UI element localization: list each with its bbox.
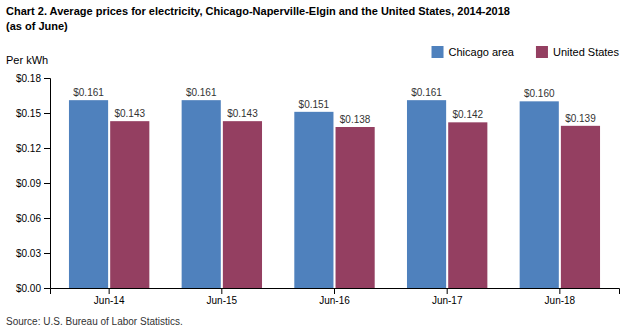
tick-mark <box>44 78 50 79</box>
legend-label: United States <box>553 46 620 58</box>
tick-mark <box>44 113 50 114</box>
tick-mark <box>559 288 560 294</box>
x-axis: Jun-14 Jun-15 Jun-16 Jun-17 Jun-18 <box>51 288 620 306</box>
tick-label: $0.00 <box>16 283 41 294</box>
data-label: $0.161 <box>186 87 217 98</box>
y-tick: $0.12 <box>16 143 50 154</box>
y-tick: $0.00 <box>16 283 50 294</box>
tick-label: Jun-16 <box>319 295 350 306</box>
data-label: $0.139 <box>565 113 596 124</box>
tick-label: Jun-14 <box>94 295 125 306</box>
bar <box>561 126 600 288</box>
tick-label: Jun-18 <box>545 295 576 306</box>
data-label: $0.143 <box>114 108 145 119</box>
tick-mark <box>334 288 335 294</box>
legend-label: Chicago area <box>449 46 515 58</box>
tick-mark <box>221 288 222 294</box>
tick-label: Jun-15 <box>207 295 238 306</box>
tick-label: $0.12 <box>16 143 41 154</box>
legend-item: United States <box>536 46 620 58</box>
tick-label: $0.06 <box>16 213 41 224</box>
legend-swatch <box>536 46 548 58</box>
bar <box>69 100 108 288</box>
data-labels: $0.161 $0.161 $0.151 $0.161 $0.160 $0.143 $0.1… <box>73 87 596 125</box>
subtitle: (as of June) <box>6 20 68 32</box>
bar <box>294 112 333 288</box>
tick-label: $0.03 <box>16 248 41 259</box>
tick-mark <box>44 148 50 149</box>
y-tick: $0.15 <box>16 108 50 119</box>
y-tick: $0.06 <box>16 213 50 224</box>
tick-label: Jun-17 <box>432 295 463 306</box>
tick-mark <box>44 218 50 219</box>
bar <box>448 122 487 288</box>
data-label: $0.151 <box>299 99 330 110</box>
x-tick: Jun-17 <box>432 288 463 306</box>
tick-label: $0.18 <box>16 73 41 84</box>
bar <box>336 127 375 288</box>
chart: Chart 2. Average prices for electricity,… <box>0 0 633 330</box>
y-tick: $0.18 <box>16 73 50 84</box>
bar <box>520 101 559 288</box>
tick-label: $0.15 <box>16 108 41 119</box>
tick-mark <box>109 288 110 294</box>
data-label: $0.160 <box>524 88 555 99</box>
x-tick: Jun-18 <box>545 288 576 306</box>
y-tick: $0.03 <box>16 248 50 259</box>
legend-swatch <box>432 46 444 58</box>
bar <box>223 121 262 288</box>
tick-mark <box>447 288 448 294</box>
data-label: $0.143 <box>227 108 258 119</box>
bars <box>69 100 600 288</box>
tick-label: $0.09 <box>16 178 41 189</box>
x-tick: Jun-16 <box>319 288 350 306</box>
source: Source: U.S. Bureau of Labor Statistics. <box>6 316 183 327</box>
tick-mark <box>44 253 50 254</box>
title: Chart 2. Average prices for electricity,… <box>6 5 510 17</box>
legend: Chicago area United States <box>432 46 620 58</box>
data-label: $0.161 <box>411 87 442 98</box>
bar <box>182 100 221 288</box>
y-axis: $0.00 $0.03 $0.06 $0.09 $0.12 $0.15 $0.18 <box>16 73 51 294</box>
axis-line <box>51 289 620 295</box>
plot: $0.00 $0.03 $0.06 $0.09 $0.12 $0.15 $0.18 Jun-1… <box>16 73 620 306</box>
y-tick: $0.09 <box>16 178 50 189</box>
data-label: $0.161 <box>73 87 104 98</box>
y-axis-title: Per kWh <box>6 54 48 66</box>
tick-mark <box>44 288 50 289</box>
bar <box>407 100 446 288</box>
data-label: $0.138 <box>340 114 371 125</box>
x-tick: Jun-14 <box>94 288 125 306</box>
tick-mark <box>44 183 50 184</box>
data-label: $0.142 <box>452 109 483 120</box>
bar <box>110 121 149 288</box>
axis-line <box>44 79 51 289</box>
x-tick: Jun-15 <box>207 288 238 306</box>
legend-item: Chicago area <box>432 46 515 58</box>
